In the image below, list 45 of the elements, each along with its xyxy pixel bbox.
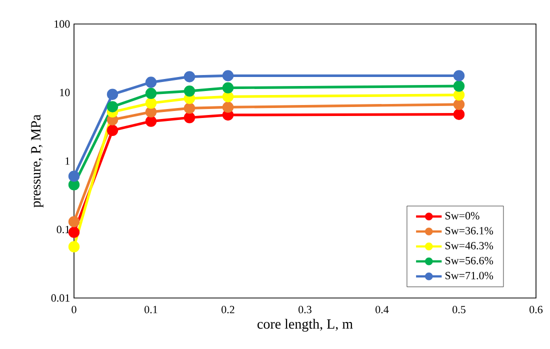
point	[184, 112, 196, 124]
point	[145, 76, 157, 88]
point	[453, 70, 465, 82]
x-axis-title: core length, L, m	[258, 318, 353, 332]
point	[222, 91, 234, 102]
point	[106, 88, 118, 100]
point	[145, 116, 157, 127]
legend-label: Sw=46.3%	[446, 242, 494, 250]
point	[145, 106, 157, 118]
y-tick-label: 0.1	[56, 226, 70, 234]
point	[68, 170, 80, 182]
point	[145, 98, 157, 109]
x-tick-label: 0.1	[144, 306, 158, 314]
legend-label: Sw=56.6%	[446, 256, 494, 264]
legend-label: Sw=36.1%	[446, 226, 494, 234]
y-axis-title: pressure, P, MPa	[31, 114, 44, 208]
legend-label: Sw=0%	[446, 212, 480, 220]
x-tick-label: 0.4	[376, 306, 389, 314]
x-tick-label: 0.5	[452, 306, 466, 314]
y-tick-label: 1	[66, 157, 70, 165]
point	[453, 108, 465, 120]
point	[145, 88, 157, 100]
point	[106, 101, 118, 112]
point	[184, 102, 196, 114]
point	[453, 89, 465, 101]
x-tick-label: 0.6	[530, 306, 543, 314]
point	[68, 226, 80, 238]
point	[184, 71, 196, 82]
y-tick-label: 100	[54, 20, 70, 28]
point	[222, 102, 234, 113]
point	[68, 216, 80, 228]
point	[222, 82, 234, 94]
y-tick-label: 0.01	[51, 294, 70, 302]
x-tick-label: 0	[72, 306, 76, 314]
legend-label: Sw=71.0%	[446, 272, 494, 280]
point	[222, 70, 234, 82]
point	[68, 241, 80, 252]
point	[68, 179, 80, 190]
point	[453, 80, 465, 92]
x-tick-label: 0.3	[298, 306, 312, 314]
point	[106, 124, 118, 136]
y-tick-label: 10	[60, 88, 70, 96]
point	[453, 98, 465, 110]
x-tick-label: 0.2	[222, 306, 234, 314]
point	[184, 85, 196, 97]
